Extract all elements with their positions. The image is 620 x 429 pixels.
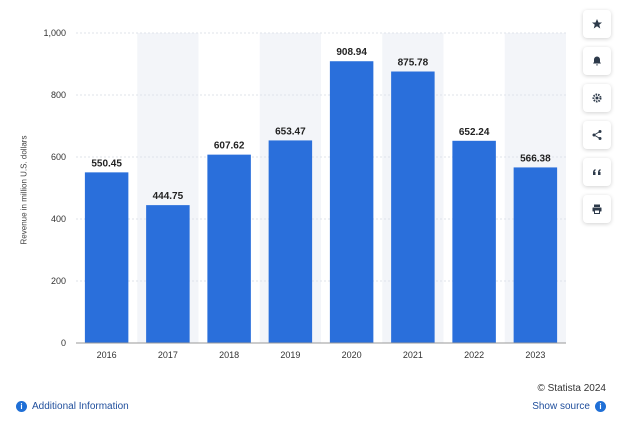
toolbar-sidebar [583,10,613,232]
additional-info-link[interactable]: i Additional Information [16,401,129,412]
settings-button[interactable] [583,84,611,112]
bar [207,154,251,343]
y-tick-label: 800 [51,90,66,100]
quote-icon [593,169,601,175]
data-label: 607.62 [214,141,245,152]
bar [268,140,313,343]
bar [84,172,129,343]
bell-icon [593,56,601,66]
show-source-label: Show source [532,401,590,412]
data-label: 566.38 [520,153,551,164]
y-tick-label: 0 [61,338,66,348]
print-icon [592,204,602,214]
y-tick-label: 200 [51,276,66,286]
y-axis-label: Revenue in million U.S. dollars [19,135,29,245]
x-tick-label: 2018 [219,350,239,360]
x-tick-label: 2016 [97,350,117,360]
x-tick-label: 2023 [525,350,545,360]
info-icon: i [595,401,606,412]
cite-button[interactable] [583,158,611,186]
print-button[interactable] [583,195,611,223]
show-source-link[interactable]: Show source i [532,401,606,412]
bar [452,140,496,343]
x-tick-label: 2021 [403,350,423,360]
gear-icon [592,93,602,103]
y-tick-label: 1,000 [43,28,66,38]
bar [146,205,190,343]
notification-button[interactable] [583,47,611,75]
data-label: 652.24 [459,127,490,138]
share-icon [592,130,602,140]
data-label: 653.47 [275,126,306,137]
favorite-button[interactable] [583,10,611,38]
chart: 0 200 400 600 800 1,000 550.45 2016 444.75 2017 60… [43,28,566,360]
bar [513,167,558,343]
y-tick-label: 400 [51,214,66,224]
y-tick-label: 600 [51,152,66,162]
data-label: 550.45 [91,158,122,169]
share-button[interactable] [583,121,611,149]
x-tick-label: 2022 [464,350,484,360]
bar [391,71,435,343]
additional-info-label: Additional Information [32,401,129,412]
x-tick-label: 2019 [280,350,300,360]
data-label: 875.78 [398,58,429,69]
info-icon: i [16,401,27,412]
x-tick-label: 2020 [342,350,362,360]
x-tick-label: 2017 [158,350,178,360]
star-icon [592,19,602,29]
data-label: 444.75 [153,191,184,202]
copyright-text: © Statista 2024 [537,383,606,394]
bar [329,61,374,343]
data-label: 908.94 [336,47,367,58]
